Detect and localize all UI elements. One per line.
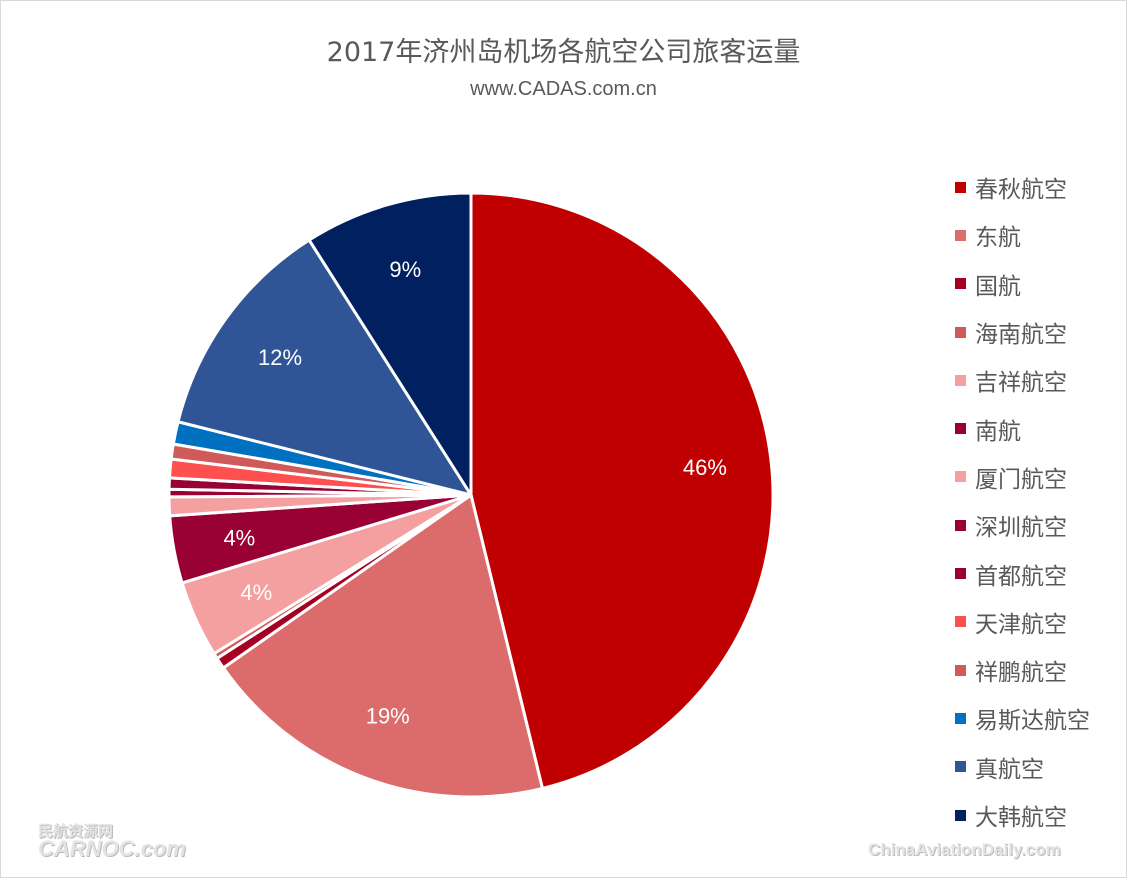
data-label-13: 9% [389, 257, 421, 282]
pie-slice-12 [176, 238, 473, 497]
legend-item-10: 祥鹏航空 [955, 646, 1090, 694]
legend-swatch [955, 278, 966, 290]
legend-item-4: 吉祥航空 [955, 356, 1090, 404]
legend-swatch [955, 181, 966, 193]
data-label-12: 12% [258, 345, 302, 370]
legend-swatch [955, 761, 966, 773]
legend-swatch [955, 809, 966, 821]
pie-slice-0 [469, 191, 775, 790]
data-label-0: 46% [683, 455, 727, 480]
legend-swatch [955, 568, 966, 580]
chart-subtitle: www.CADAS.com.cn [470, 78, 657, 100]
legend-item-9: 天津航空 [955, 598, 1090, 646]
legend-item-1: 东航 [955, 211, 1090, 259]
legend-label: 易斯达航空 [975, 708, 1090, 735]
legend-label: 国航 [975, 273, 1021, 300]
legend-label: 东航 [975, 225, 1021, 252]
legend-item-3: 海南航空 [955, 308, 1090, 356]
legend-swatch [955, 423, 966, 435]
chart-title: 2017年济州岛机场各航空公司旅客运量 [326, 37, 801, 68]
data-label-5: 4% [223, 526, 255, 551]
pie-slice-13 [307, 191, 473, 497]
legend-item-2: 国航 [955, 260, 1090, 308]
legend-label: 祥鹏航空 [975, 660, 1067, 687]
watermark-cad: ChinaAviationDaily.com [868, 840, 1061, 859]
legend-label: 春秋航空 [975, 177, 1067, 204]
legend-item-0: 春秋航空 [955, 163, 1090, 211]
data-label-4: 4% [240, 580, 272, 605]
legend-swatch [955, 326, 966, 338]
legend-swatch [955, 616, 966, 628]
legend-swatch [955, 712, 966, 724]
legend-item-8: 首都航空 [955, 549, 1090, 597]
legend-label: 海南航空 [975, 322, 1067, 349]
legend-item-5: 南航 [955, 404, 1090, 452]
legend-swatch [955, 229, 966, 241]
legend-label: 厦门航空 [975, 466, 1067, 493]
legend-swatch [955, 664, 966, 676]
legend-label: 深圳航空 [975, 515, 1067, 542]
legend-swatch [955, 519, 966, 531]
legend-label: 南航 [975, 418, 1021, 445]
data-label-1: 19% [366, 703, 410, 728]
legend-item-13: 大韩航空 [955, 791, 1090, 839]
legend-item-6: 厦门航空 [955, 453, 1090, 501]
pie-slice-1 [221, 493, 544, 799]
legend: 春秋航空东航国航海南航空吉祥航空南航厦门航空深圳航空首都航空天津航空祥鹏航空易斯… [955, 163, 1090, 839]
legend-label: 天津航空 [975, 611, 1067, 638]
legend-item-7: 深圳航空 [955, 501, 1090, 549]
legend-item-12: 真航空 [955, 743, 1090, 791]
legend-label: 首都航空 [975, 563, 1067, 590]
legend-swatch [955, 471, 966, 483]
watermark-carnoc: CARNOC.com [38, 836, 186, 861]
legend-swatch [955, 374, 966, 386]
legend-label: 大韩航空 [975, 805, 1067, 831]
legend-item-11: 易斯达航空 [955, 694, 1090, 742]
legend-label: 吉祥航空 [975, 370, 1067, 397]
watermark-cn: 民航资源网 [38, 823, 114, 840]
legend-label: 真航空 [975, 756, 1044, 783]
